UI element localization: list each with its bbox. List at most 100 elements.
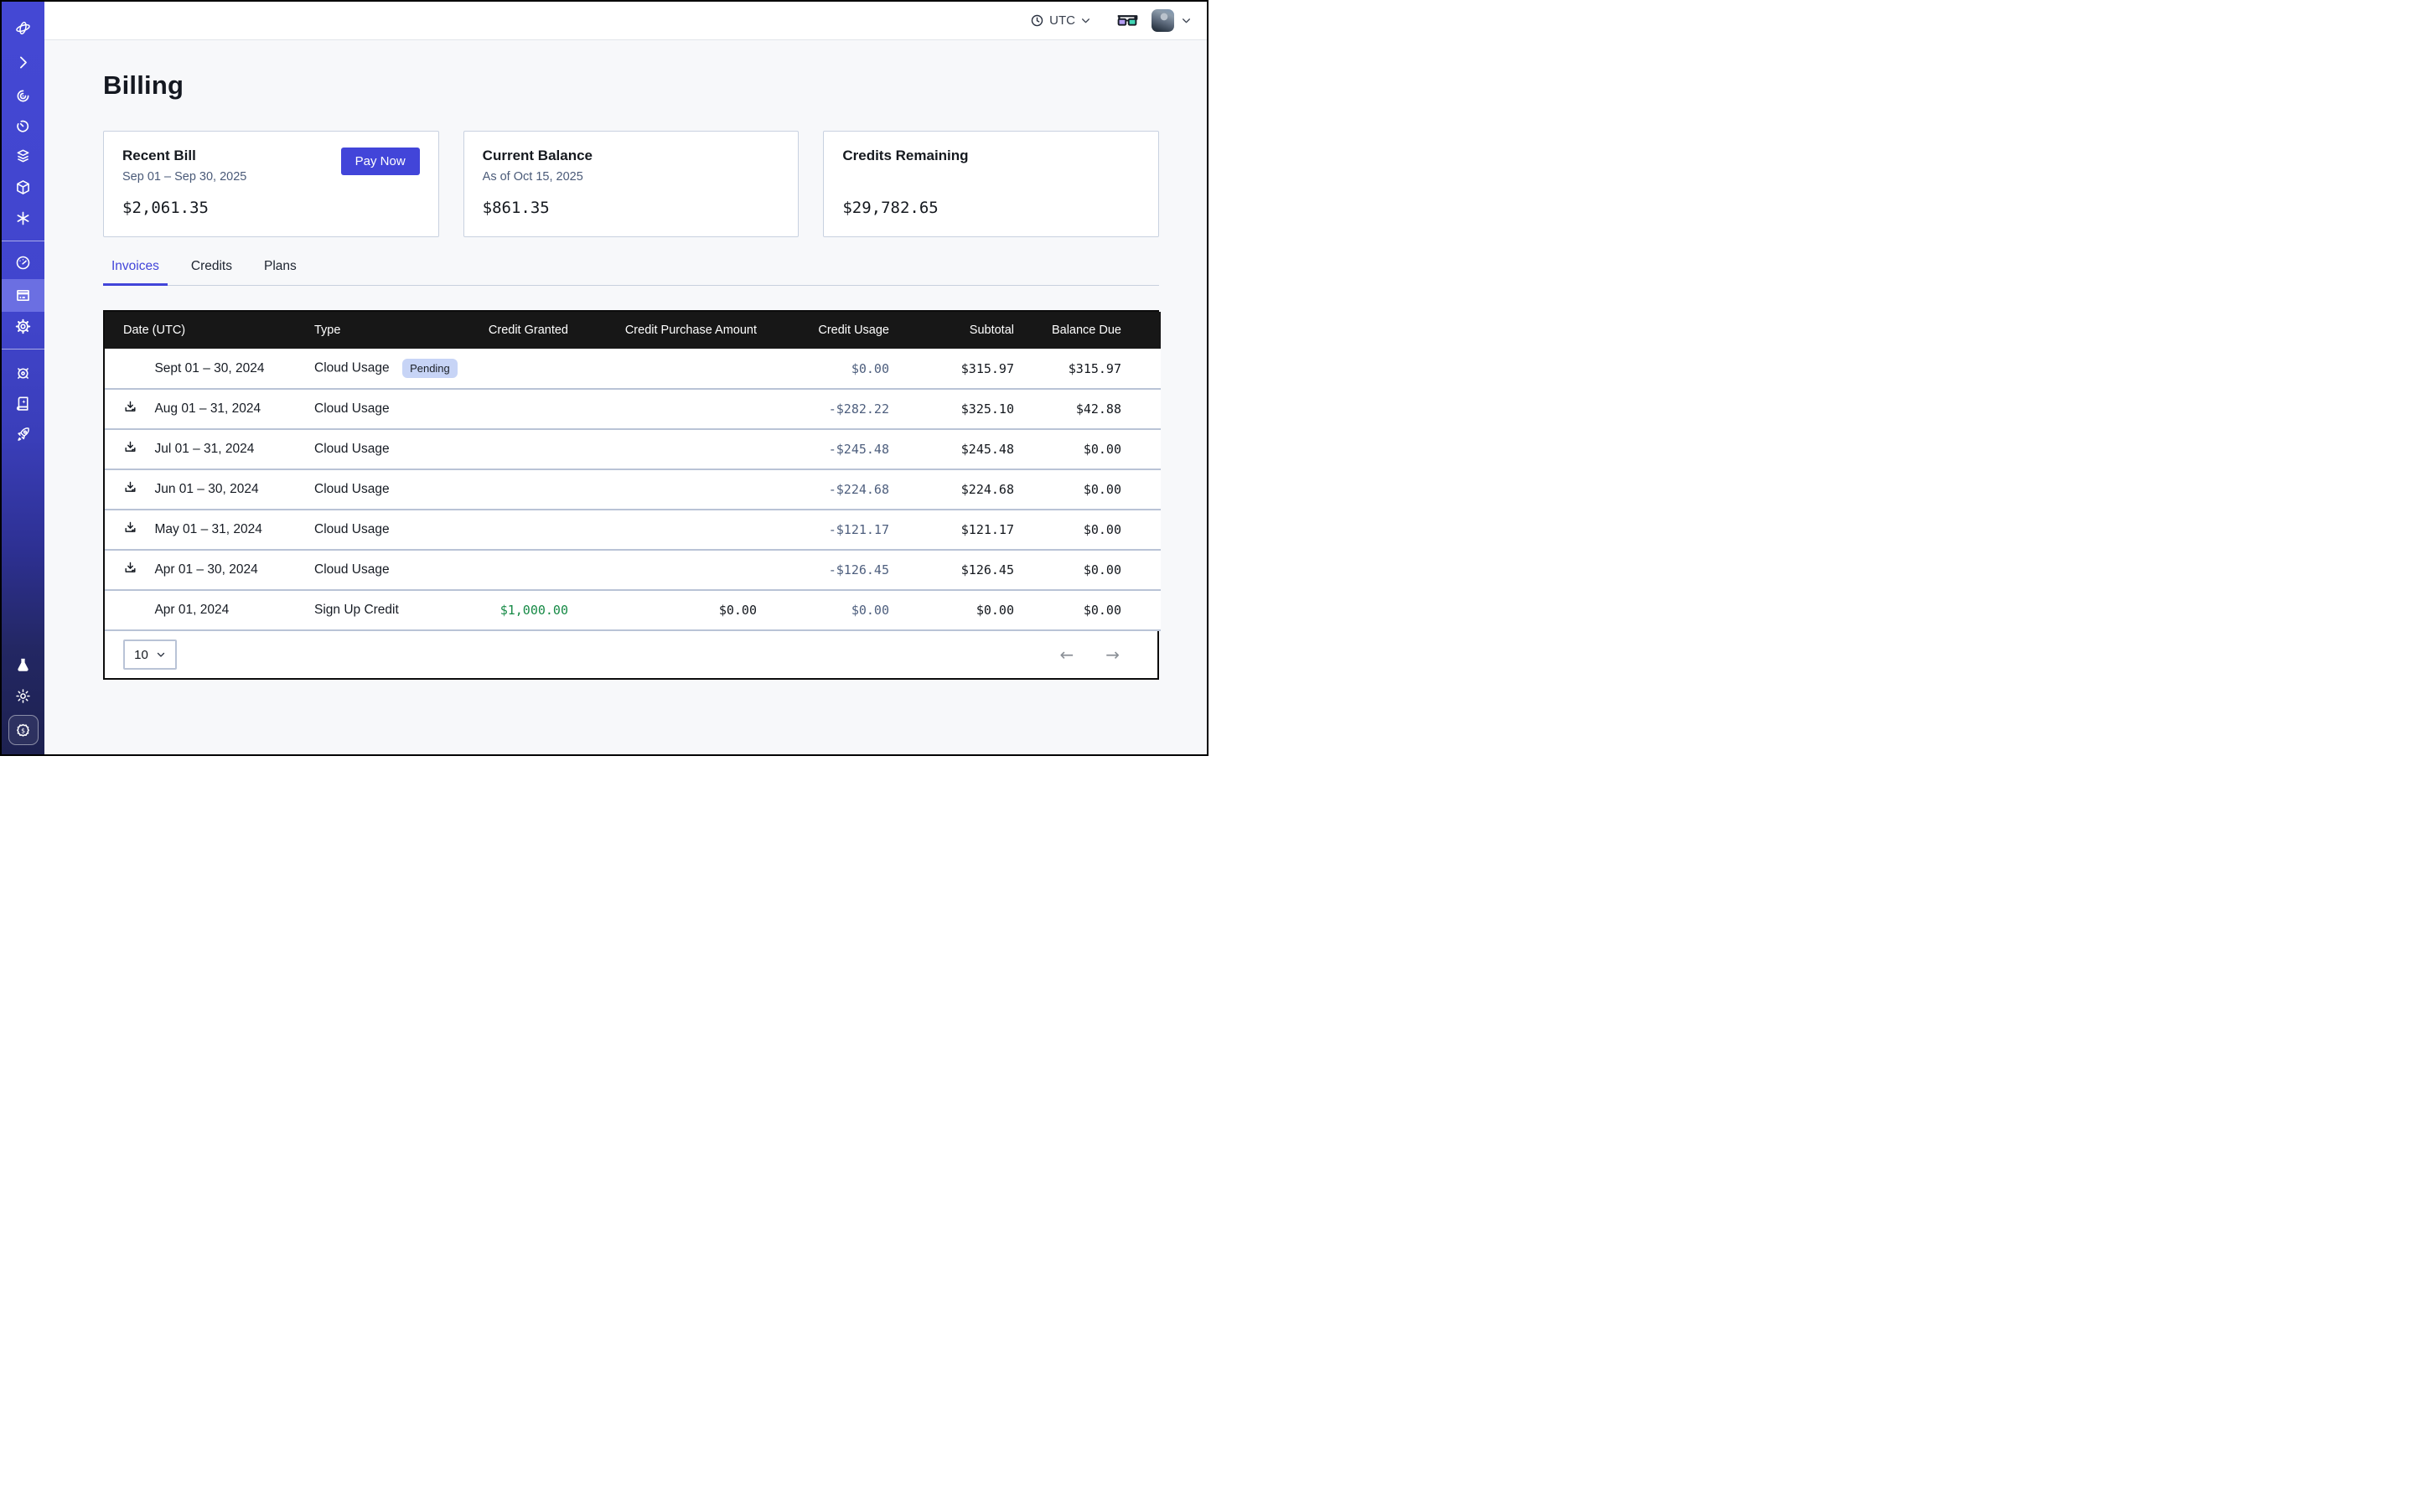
tab-invoices[interactable]: Invoices (103, 259, 168, 286)
credits-remaining-amount: $29,782.65 (842, 199, 939, 217)
table-row: Jun 01 – 30, 2024 Cloud Usage -$224.68 $… (105, 469, 1161, 510)
sidebar-divider (2, 349, 44, 350)
card-title: Recent Bill (122, 148, 196, 163)
balance-due-value: $315.97 (1068, 360, 1121, 376)
clock-icon (1031, 14, 1043, 27)
subtotal-value: $245.48 (960, 442, 1014, 457)
credit-usage-value: -$126.45 (828, 562, 889, 577)
column-header: Credit Usage (818, 324, 889, 337)
credit-usage-value: $0.00 (851, 603, 889, 618)
invoice-type: Cloud Usage (314, 481, 390, 496)
cube-icon[interactable] (14, 179, 32, 196)
ship-wheel-icon[interactable] (14, 365, 32, 382)
invoice-type: Cloud Usage (314, 441, 390, 456)
download-icon (125, 481, 136, 492)
recent-bill-amount: $2,061.35 (122, 199, 209, 217)
column-header: Balance Due (1051, 324, 1121, 337)
top-bar: UTC (44, 2, 1207, 40)
tab-credits[interactable]: Credits (190, 259, 232, 273)
credit-usage-value: -$224.68 (828, 482, 889, 497)
credit-usage-value: -$121.17 (828, 522, 889, 537)
invoice-date: Aug 01 – 31, 2024 (154, 401, 261, 416)
column-header: Credit Purchase Amount (624, 324, 757, 337)
svg-text:$: $ (21, 726, 25, 734)
invoice-date: Apr 01, 2024 (154, 603, 230, 617)
invoice-type: Sign Up Credit (314, 602, 399, 617)
rocket-icon[interactable] (14, 426, 32, 443)
credit-purchase-value (568, 349, 757, 389)
credit-granted-value (474, 550, 568, 590)
sun-icon[interactable] (14, 687, 32, 705)
credit-purchase-value (568, 429, 757, 469)
timezone-selector[interactable]: UTC (1030, 13, 1091, 28)
subtotal-value: $121.17 (960, 522, 1014, 537)
summary-cards: Recent Bill Sep 01 – Sep 30, 2025 $2,061… (103, 131, 1160, 237)
credit-purchase-value (568, 550, 757, 590)
pay-now-button[interactable]: Pay Now (340, 148, 420, 175)
logo-icon (16, 21, 30, 35)
card-subtitle (842, 170, 1140, 184)
sidebar-item-billing[interactable] (2, 279, 44, 312)
invoice-date: Sept 01 – 30, 2024 (154, 360, 265, 375)
chevron-down-icon[interactable] (1181, 15, 1192, 26)
download-invoice-button[interactable] (123, 400, 137, 418)
invoice-type: Cloud Usage (314, 521, 390, 536)
chevron-down-icon (1082, 18, 1089, 23)
download-invoice-button[interactable] (123, 561, 137, 579)
billing-tabs: Invoices Credits Plans (103, 259, 1159, 286)
book-sparkle-icon[interactable] (14, 395, 32, 412)
flask-icon[interactable] (14, 656, 32, 674)
invoices-table: Date (UTC) Type Credit Granted Credit Purch… (103, 310, 1161, 680)
balance-due-value: $0.00 (1083, 562, 1121, 577)
current-balance-amount: $861.35 (482, 199, 550, 217)
credit-granted-value (474, 469, 568, 510)
gauge-icon[interactable] (14, 254, 32, 272)
download-invoice-button[interactable] (123, 440, 137, 458)
next-page-button[interactable]: → (1105, 645, 1120, 665)
subtotal-value: $224.68 (960, 482, 1014, 497)
balance-due-value: $0.00 (1083, 482, 1121, 497)
gear-icon[interactable] (14, 318, 32, 335)
credit-usage-value: -$282.22 (828, 401, 889, 417)
asterisk-icon[interactable] (14, 210, 32, 227)
billing-app-window: $ UTC (0, 0, 1208, 756)
sidebar-item-rewards[interactable]: $ (8, 715, 39, 745)
credit-granted-value (474, 429, 568, 469)
invoice-table-body: Sept 01 – 30, 2024 Cloud Usage Pending $… (105, 349, 1161, 630)
balance-due-value: $0.00 (1083, 522, 1121, 537)
column-header: Date (UTC) (123, 324, 186, 337)
invoice-date: Jul 01 – 31, 2024 (154, 442, 255, 456)
download-icon (125, 401, 136, 412)
download-icon (125, 562, 136, 572)
credit-purchase-value: $0.00 (718, 603, 757, 618)
dollar-badge-icon: $ (17, 723, 29, 737)
subtotal-value: $315.97 (960, 360, 1014, 376)
tab-plans[interactable]: Plans (263, 259, 297, 273)
table-row: Sept 01 – 30, 2024 Cloud Usage Pending $… (105, 349, 1161, 389)
credit-card-icon (17, 289, 29, 302)
current-balance-card: Current Balance As of Oct 15, 2025 $861.… (463, 131, 800, 237)
timer-icon[interactable] (14, 117, 32, 135)
sidebar: $ (2, 2, 44, 754)
subtotal-value: $325.10 (960, 401, 1014, 417)
previous-page-button[interactable]: ← (1059, 645, 1074, 665)
table-row: May 01 – 31, 2024 Cloud Usage -$121.17 $… (105, 510, 1161, 550)
credit-purchase-value (568, 469, 757, 510)
table-header-row: Date (UTC) Type Credit Granted Credit Purch… (105, 312, 1161, 349)
card-title: Current Balance (482, 148, 593, 163)
download-invoice-button[interactable] (123, 480, 137, 499)
download-invoice-button[interactable] (123, 520, 137, 539)
hypnosis-eye-icon[interactable] (14, 87, 32, 105)
user-avatar[interactable] (1152, 9, 1174, 32)
credits-remaining-card: Credits Remaining $29,782.65 (823, 131, 1160, 237)
layers-icon[interactable] (14, 148, 32, 165)
credit-granted-value (474, 389, 568, 429)
3d-glasses-icon[interactable] (1116, 13, 1138, 28)
credit-usage-value: $0.00 (851, 360, 889, 376)
table-row: Apr 01 – 30, 2024 Cloud Usage -$126.45 $… (105, 550, 1161, 590)
invoice-type: Cloud Usage (314, 360, 390, 375)
column-header: Subtotal (969, 324, 1014, 337)
page-size-select[interactable]: 10 (123, 639, 177, 670)
credit-purchase-value (568, 510, 757, 550)
chevron-right-icon[interactable] (14, 54, 32, 71)
